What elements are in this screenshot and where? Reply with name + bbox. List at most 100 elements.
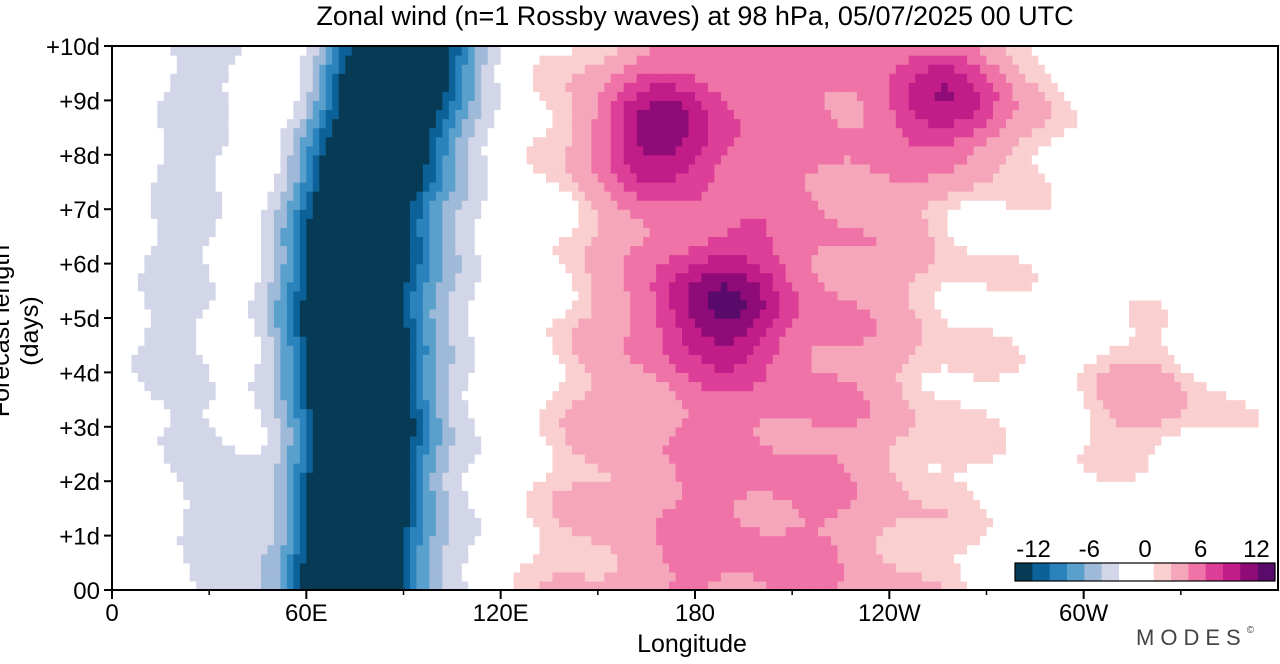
- field-cell: [1077, 390, 1085, 401]
- field-cell: [137, 408, 145, 419]
- field-cell: [902, 508, 910, 519]
- field-cell: [429, 345, 437, 355]
- field-cell: [1044, 363, 1052, 373]
- field-cell: [720, 345, 728, 355]
- field-cell: [468, 472, 476, 482]
- field-cell: [597, 454, 605, 464]
- field-cell: [235, 472, 243, 482]
- field-cell: [403, 454, 411, 464]
- field-cell: [1044, 553, 1052, 564]
- field-cell: [124, 517, 133, 528]
- field-cell: [889, 390, 897, 401]
- field-cell: [1012, 390, 1020, 401]
- field-cell: [306, 580, 314, 591]
- field-cell: [1090, 363, 1098, 373]
- field-cell: [649, 526, 657, 537]
- field-cell: [364, 508, 372, 519]
- field-cell: [798, 580, 806, 591]
- field-cell: [533, 490, 541, 500]
- field-cell: [112, 535, 120, 546]
- field-cell: [461, 363, 469, 373]
- field-cell: [131, 417, 139, 428]
- field-cell: [280, 399, 288, 410]
- field-cell: [856, 472, 865, 482]
- field-cell: [565, 363, 573, 373]
- field-cell: [124, 526, 133, 537]
- field-cell: [856, 499, 865, 509]
- field-cell: [1167, 435, 1175, 446]
- field-cell: [1083, 499, 1091, 509]
- field-cell: [390, 463, 398, 473]
- field-cell: [209, 517, 217, 528]
- field-cell: [1180, 454, 1188, 464]
- field-cell: [1200, 408, 1208, 419]
- field-cell: [1258, 454, 1266, 464]
- field-cell: [241, 426, 249, 437]
- field-cell: [293, 336, 301, 346]
- field-cell: [520, 481, 528, 491]
- field-cell: [507, 336, 515, 346]
- field-cell: [1103, 372, 1111, 383]
- field-cell: [468, 408, 476, 419]
- field-cell: [805, 372, 813, 383]
- field-cell: [1005, 354, 1014, 364]
- field-cell: [772, 336, 780, 346]
- field-cell: [474, 544, 482, 555]
- field-cell: [416, 399, 424, 410]
- field-cell: [1193, 381, 1201, 392]
- field-cell: [351, 336, 359, 346]
- field-cell: [1239, 490, 1247, 500]
- field-cell: [643, 472, 651, 482]
- field-cell: [377, 372, 385, 383]
- field-cell: [779, 517, 787, 528]
- field-cell: [273, 535, 282, 546]
- field-cell: [228, 580, 236, 591]
- field-cell: [1245, 472, 1253, 482]
- field-cell: [1135, 526, 1143, 537]
- field-cell: [682, 481, 690, 491]
- field-cell: [753, 499, 761, 509]
- field-cell: [1141, 553, 1150, 564]
- field-cell: [895, 472, 903, 482]
- field-cell: [1122, 444, 1130, 455]
- field-cell: [254, 390, 262, 401]
- field-cell: [267, 463, 275, 473]
- field-cell: [507, 472, 515, 482]
- field-cell: [643, 553, 651, 564]
- field-cell: [500, 390, 508, 401]
- field-cell: [558, 426, 567, 437]
- field-cell: [1265, 544, 1273, 555]
- field-cell: [416, 417, 424, 428]
- field-cell: [630, 562, 638, 573]
- field-cell: [286, 463, 294, 473]
- field-cell: [1005, 580, 1014, 591]
- field-cell: [610, 354, 618, 364]
- field-cell: [1154, 553, 1162, 564]
- field-cell: [785, 580, 793, 591]
- field-cell: [533, 544, 541, 555]
- field-cell: [811, 408, 819, 419]
- field-cell: [779, 490, 787, 500]
- field-cell: [241, 345, 249, 355]
- field-cell: [727, 580, 735, 591]
- field-cell: [299, 345, 307, 355]
- field-cell: [448, 535, 456, 546]
- field-cell: [215, 553, 223, 564]
- field-cell: [617, 390, 625, 401]
- field-cell: [144, 490, 152, 500]
- field-cell: [967, 472, 975, 482]
- field-cell: [636, 580, 644, 591]
- field-cell: [740, 408, 748, 419]
- field-cell: [610, 381, 618, 392]
- field-cell: [1271, 553, 1279, 564]
- field-cell: [319, 399, 327, 410]
- field-cell: [144, 472, 152, 482]
- field-cell: [571, 544, 579, 555]
- field-cell: [1265, 345, 1273, 355]
- field-cell: [397, 463, 405, 473]
- field-cell: [578, 517, 586, 528]
- field-cell: [675, 390, 683, 401]
- field-cell: [351, 499, 359, 509]
- field-cell: [1187, 490, 1195, 500]
- field-cell: [1070, 535, 1078, 546]
